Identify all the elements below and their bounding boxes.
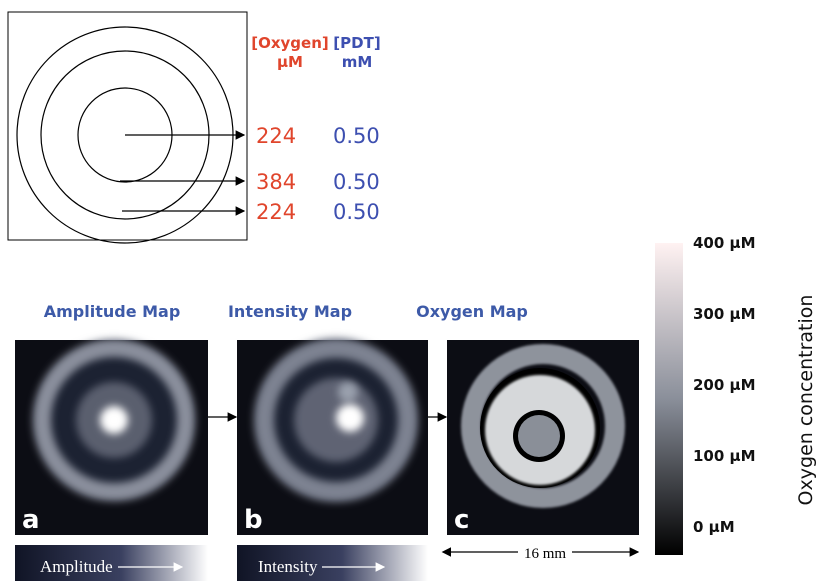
scale-label: Amplitude	[40, 557, 113, 576]
colorbar-label: 100 µM	[693, 447, 756, 465]
colorbar-label: 0 µM	[693, 518, 735, 536]
panel-title: Oxygen Map	[416, 302, 528, 321]
pdt-value: 0.50	[333, 124, 380, 148]
scale-label: Intensity	[258, 557, 318, 576]
colorbar-label: 300 µM	[693, 305, 756, 323]
amplitude-image	[15, 340, 208, 535]
size-label: 16 mm	[524, 546, 566, 562]
oxygen-image	[447, 340, 639, 535]
panel-title: Amplitude Map	[44, 302, 181, 321]
intensity-image	[237, 340, 428, 535]
colorbar-label: 200 µM	[693, 376, 756, 394]
header-unit: µM	[277, 53, 303, 71]
oxygen-value: 224	[256, 200, 296, 224]
pdt-value: 0.50	[333, 200, 380, 224]
oxygen-value: 384	[256, 170, 296, 194]
panel-letter: b	[244, 505, 263, 535]
header-name: [PDT]	[333, 34, 380, 52]
pdt-value: 0.50	[333, 170, 380, 194]
colorbar	[655, 243, 683, 555]
header-unit: mM	[342, 53, 373, 71]
oxygen-value: 224	[256, 124, 296, 148]
colorbar-label: 400 µM	[693, 234, 756, 252]
panel-title: Intensity Map	[228, 302, 352, 321]
colorbar-title: Oxygen concentration	[795, 295, 817, 506]
figure: [Oxygen] µM [PDT] mM 224 0.50 384 0.50 2…	[0, 0, 831, 581]
header-name: [Oxygen]	[251, 34, 329, 52]
panel-letter: a	[22, 505, 40, 535]
panel-letter: c	[454, 505, 469, 535]
